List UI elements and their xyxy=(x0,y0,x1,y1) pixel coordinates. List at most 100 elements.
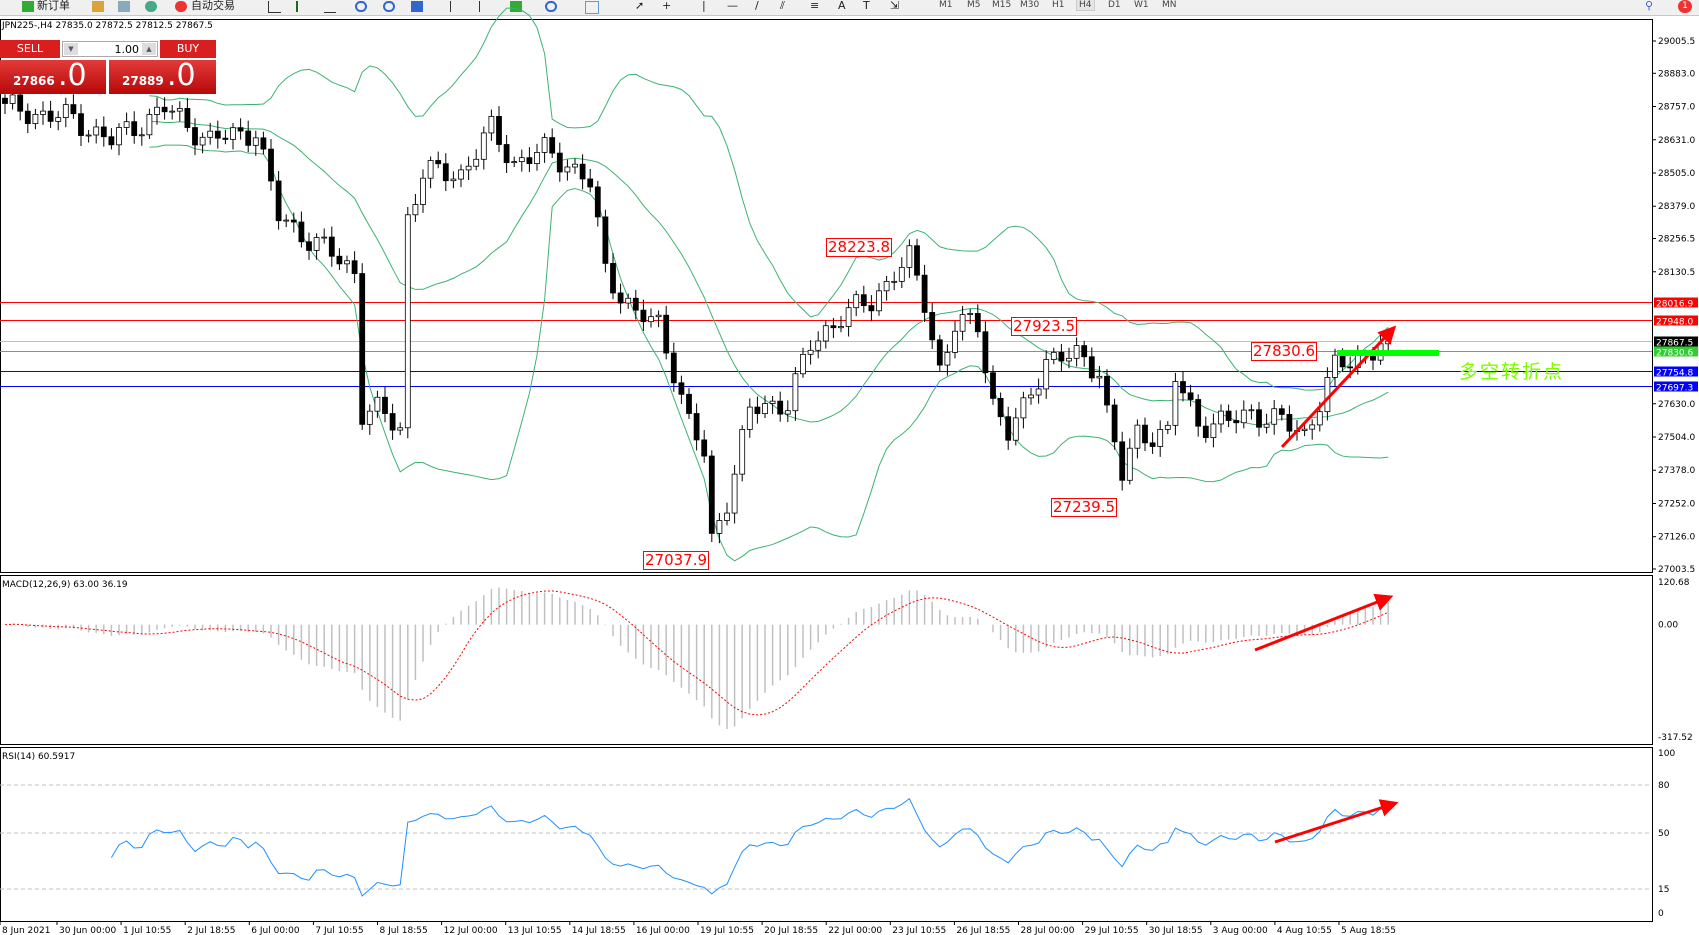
candle-bull xyxy=(465,165,472,171)
timeframe-mn[interactable]: MN xyxy=(1162,0,1177,10)
auto-trading-button[interactable]: 自动交易 xyxy=(191,0,235,12)
lot-decrease-icon[interactable]: ▼ xyxy=(64,43,78,55)
price-label-pivot[interactable]: 27830.6 xyxy=(1251,342,1318,361)
candle-bull xyxy=(420,177,426,205)
lot-size-input[interactable]: ▼ 1.00 ▲ xyxy=(62,41,158,57)
candle-bear xyxy=(260,137,267,150)
timeframe-w1[interactable]: W1 xyxy=(1134,0,1149,10)
candle-bear xyxy=(184,108,191,128)
timeframe-m5[interactable]: M5 xyxy=(967,0,981,10)
templates-icon[interactable] xyxy=(585,1,599,14)
time-axis-label: 14 Jul 18:55 xyxy=(572,926,626,935)
timeframe-m15[interactable]: M15 xyxy=(992,0,1012,10)
candle-bear xyxy=(306,241,312,251)
price-axis-label: 27252.0 xyxy=(1658,499,1695,509)
market-watch-icon[interactable] xyxy=(92,1,104,12)
candle-bull xyxy=(207,130,214,138)
sell-price[interactable]: 27866 .0 xyxy=(0,58,106,94)
chart-title: JPN225-,H4 27835.0 27872.5 27812.5 27867… xyxy=(2,21,213,31)
cursor-icon[interactable]: ➚ xyxy=(635,0,645,12)
price-label-high[interactable]: 28223.8 xyxy=(826,238,893,257)
zoom-out-icon[interactable] xyxy=(383,1,395,12)
buy-price[interactable]: 27889 .0 xyxy=(109,58,216,94)
candle-bear xyxy=(1202,425,1209,438)
signal-icon[interactable] xyxy=(145,1,157,12)
price-axis-label: 27003.5 xyxy=(1658,565,1695,575)
timeframe-h1[interactable]: H1 xyxy=(1052,0,1065,10)
candle-bear xyxy=(777,400,784,415)
candle-bear xyxy=(192,127,198,146)
candle-bear xyxy=(1111,404,1118,443)
price-label-low[interactable]: 27037.9 xyxy=(643,551,710,570)
candle-bull xyxy=(1271,408,1278,425)
timeframe-m30[interactable]: M30 xyxy=(1020,0,1040,10)
time-axis-label: 28 Jul 00:00 xyxy=(1021,926,1075,935)
line-chart-icon[interactable] xyxy=(324,1,336,13)
candle-bull xyxy=(480,132,487,160)
timeframe-h4[interactable]: H4 xyxy=(1076,0,1095,11)
candle-bear xyxy=(686,393,692,414)
periods-icon[interactable] xyxy=(545,1,557,12)
candle-bear xyxy=(1256,409,1262,428)
new-order-button[interactable]: 新订单 xyxy=(37,0,70,12)
candle-bull xyxy=(93,126,100,136)
candle-bear xyxy=(78,113,84,136)
candle-bull xyxy=(1210,423,1217,438)
auto-trading-icon[interactable] xyxy=(175,1,187,12)
text-icon[interactable]: A xyxy=(838,0,846,12)
macd-trend-arrow xyxy=(1254,593,1394,652)
buy-button[interactable]: BUY xyxy=(160,40,216,58)
lot-value[interactable]: 1.00 xyxy=(114,43,140,56)
zoom-in-icon[interactable] xyxy=(355,1,367,12)
time-axis-label: 3 Aug 00:00 xyxy=(1213,926,1268,935)
sell-button[interactable]: SELL xyxy=(0,40,60,58)
pivot-zone-bar xyxy=(1337,350,1439,356)
candle-bear xyxy=(1286,414,1293,432)
candle-bull xyxy=(822,325,829,342)
crosshair-icon[interactable]: + xyxy=(662,0,672,12)
candle-bear xyxy=(435,160,442,165)
fibo-retracement-icon[interactable]: ≡ xyxy=(810,0,820,12)
rsi-label: RSI(14) 60.5917 xyxy=(2,752,75,762)
candle-bull xyxy=(952,330,958,353)
indicators-icon[interactable] xyxy=(510,1,522,12)
candles xyxy=(2,84,1392,544)
candle-bear xyxy=(1149,442,1156,447)
search-icon[interactable]: ⚲ xyxy=(1645,0,1654,12)
price-axis-label: 27504.0 xyxy=(1658,433,1695,443)
price-label-resistance[interactable]: 27923.5 xyxy=(1011,317,1078,336)
vertical-line-icon[interactable]: | xyxy=(702,0,706,12)
candle-bull xyxy=(1240,409,1247,424)
navigator-icon[interactable] xyxy=(118,1,130,12)
candlestick-icon[interactable] xyxy=(296,1,310,12)
lot-increase-icon[interactable]: ▲ xyxy=(142,43,156,55)
candle-bear xyxy=(1278,408,1285,415)
candle-bull xyxy=(898,266,905,282)
timeframe-d1[interactable]: D1 xyxy=(1108,0,1121,10)
fibonacci-icon[interactable]: ⫽ xyxy=(780,0,785,12)
price-axis-label: 29005.5 xyxy=(1658,37,1695,47)
text-label-icon[interactable]: T xyxy=(863,0,870,12)
price-label-low2[interactable]: 27239.5 xyxy=(1051,498,1118,517)
time-axis-label: 26 Jul 18:55 xyxy=(956,926,1010,935)
horizontal-line-icon[interactable]: — xyxy=(727,0,738,12)
candle-bull xyxy=(511,161,518,164)
candle-bull xyxy=(746,406,753,430)
tile-windows-icon[interactable] xyxy=(411,1,423,12)
candle-bull xyxy=(534,152,540,164)
notification-badge[interactable]: 1 xyxy=(1678,0,1692,13)
auto-scroll-icon[interactable] xyxy=(450,1,463,12)
candle-bear xyxy=(1119,441,1126,481)
candle-bear xyxy=(1058,351,1065,362)
chart-shift-icon[interactable] xyxy=(479,1,492,12)
arrows-icon[interactable]: ⇲ xyxy=(890,0,900,12)
timeframe-m1[interactable]: M1 xyxy=(939,0,953,10)
bar-chart-icon[interactable] xyxy=(268,1,281,13)
candle-bear xyxy=(594,186,601,218)
candle-bear xyxy=(830,325,837,329)
trendline-icon[interactable]: / xyxy=(755,0,759,12)
candle-bull xyxy=(967,313,974,315)
candle-bear xyxy=(982,331,989,374)
candle-bull xyxy=(176,108,183,112)
